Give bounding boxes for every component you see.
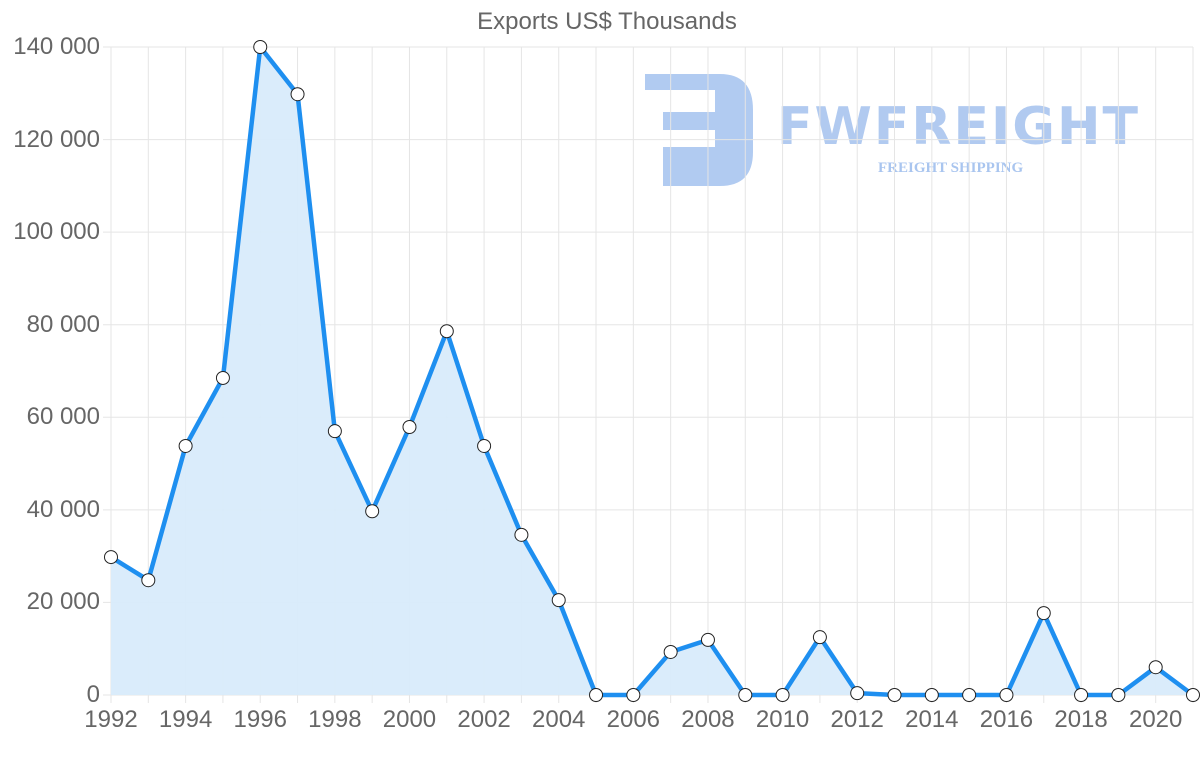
data-point[interactable] (924, 688, 939, 702)
data-point[interactable] (551, 593, 566, 608)
x-tick-label: 1994 (158, 706, 213, 733)
y-tick-label: 40 000 (26, 495, 100, 523)
y-tick-label: 100 000 (13, 218, 100, 246)
x-tick-label: 1998 (308, 706, 362, 733)
x-tick-label: 2018 (1054, 706, 1108, 733)
data-point[interactable] (626, 688, 641, 702)
data-point[interactable] (850, 686, 865, 701)
data-point[interactable] (1074, 688, 1089, 702)
x-tick-label: 2014 (905, 706, 959, 733)
data-point[interactable] (962, 688, 977, 702)
data-point[interactable] (327, 424, 342, 439)
y-tick-label: 120 000 (13, 125, 100, 153)
data-point[interactable] (402, 420, 417, 435)
data-point[interactable] (700, 632, 715, 647)
watermark-tagline: FREIGHT SHIPPING (878, 160, 1024, 176)
data-point[interactable] (775, 688, 790, 702)
data-point[interactable] (887, 688, 902, 702)
data-point[interactable] (514, 527, 529, 542)
x-tick-label: 2004 (532, 706, 586, 733)
data-point[interactable] (1111, 688, 1126, 702)
data-point[interactable] (290, 87, 305, 102)
data-point[interactable] (663, 644, 678, 659)
x-tick-label: 1992 (84, 706, 138, 733)
data-point[interactable] (738, 688, 753, 702)
y-tick-label: 0 (86, 681, 100, 708)
data-point[interactable] (1186, 688, 1200, 702)
x-tick-label: 2012 (830, 706, 884, 733)
data-point[interactable] (999, 688, 1014, 702)
data-point[interactable] (812, 630, 827, 645)
data-point[interactable] (253, 40, 268, 54)
x-tick-label: 2002 (457, 706, 511, 733)
x-tick-label: 2000 (382, 706, 437, 733)
data-point[interactable] (439, 324, 454, 339)
watermark-brand: FWFREIGHT (777, 97, 1140, 157)
y-tick-label: 140 000 (13, 33, 100, 60)
data-point[interactable] (589, 688, 604, 702)
data-point[interactable] (215, 370, 230, 385)
data-point[interactable] (1036, 606, 1051, 621)
x-tick-label: 2016 (979, 706, 1034, 733)
x-tick-label: 2010 (755, 706, 810, 733)
x-tick-label: 2020 (1128, 706, 1183, 733)
x-tick-label: 2008 (681, 706, 735, 733)
y-tick-label: 60 000 (26, 403, 100, 431)
watermark-logo: FWFREIGHT FREIGHT SHIPPING (645, 72, 1155, 190)
y-tick-label: 20 000 (26, 588, 100, 616)
fwfreight-logo-icon (645, 74, 753, 186)
data-point[interactable] (104, 550, 118, 565)
data-point[interactable] (477, 438, 492, 453)
data-point[interactable] (178, 438, 193, 453)
x-tick-label: 1996 (233, 706, 287, 733)
y-tick-label: 80 000 (26, 310, 100, 338)
data-point[interactable] (1148, 660, 1163, 675)
data-point[interactable] (365, 504, 380, 519)
x-tick-label: 2006 (606, 706, 661, 733)
chart-title: Exports US$ Thousands (477, 8, 737, 35)
data-point[interactable] (141, 573, 156, 588)
